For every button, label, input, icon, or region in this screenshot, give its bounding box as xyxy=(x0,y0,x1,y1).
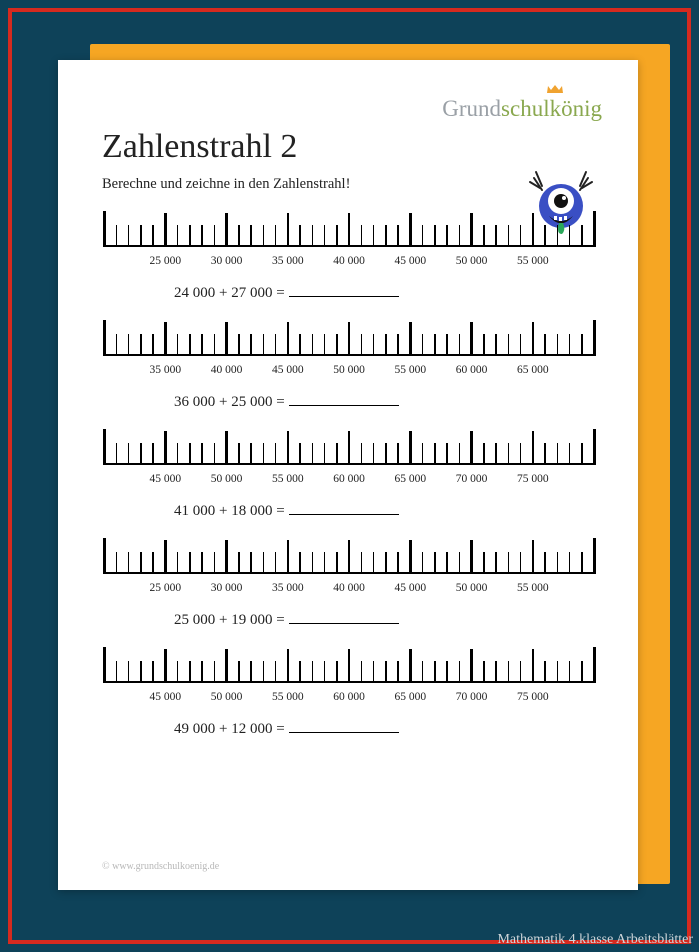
tick-label: 75 000 xyxy=(517,473,549,485)
tick-label: 55 000 xyxy=(272,473,304,485)
tick-label: 45 000 xyxy=(149,473,181,485)
tick-label: 40 000 xyxy=(333,255,365,267)
number-line-labels: 45 000 50 000 55 000 60 000 65 000 70 000 75 0… xyxy=(104,473,594,489)
exercise: 45 000 50 000 55 000 60 000 65 000 70 000 75 0… xyxy=(102,647,602,738)
worksheet-page: Grundschulkönig Zahlenstrahl 2 Berechne … xyxy=(58,60,638,890)
tick-label: 30 000 xyxy=(211,582,243,594)
number-line xyxy=(104,429,594,467)
tick-label: 45 000 xyxy=(394,255,426,267)
equation: 36 000 + 25 000 = xyxy=(174,394,602,411)
number-line xyxy=(104,538,594,576)
tick-label: 70 000 xyxy=(456,473,488,485)
tick-label: 55 000 xyxy=(517,582,549,594)
tick-label: 45 000 xyxy=(272,364,304,376)
tick-label: 50 000 xyxy=(456,582,488,594)
equation-text: 49 000 + 12 000 = xyxy=(174,721,285,737)
tick-label: 30 000 xyxy=(211,255,243,267)
answer-blank[interactable] xyxy=(289,732,399,733)
equation-text: 24 000 + 27 000 = xyxy=(174,285,285,301)
number-line-labels: 45 000 50 000 55 000 60 000 65 000 70 000 75 0… xyxy=(104,691,594,707)
image-caption: Mathematik 4.klasse Arbeitsblätter xyxy=(497,932,693,948)
tick-label: 55 000 xyxy=(394,364,426,376)
number-line-labels: 25 000 30 000 35 000 40 000 45 000 50 000 55 0… xyxy=(104,255,594,271)
logo-row: Grundschulkönig xyxy=(102,88,602,122)
logo-green: schulkönig xyxy=(501,96,602,121)
answer-blank[interactable] xyxy=(289,405,399,406)
tick-label: 50 000 xyxy=(456,255,488,267)
equation: 49 000 + 12 000 = xyxy=(174,721,602,738)
logo-grey: Grund xyxy=(442,96,501,121)
tick-label: 35 000 xyxy=(272,582,304,594)
tick-label: 25 000 xyxy=(149,255,181,267)
number-line xyxy=(104,647,594,685)
exercise: 25 000 30 000 35 000 40 000 45 000 50 000 55 0… xyxy=(102,211,602,302)
tick-label: 60 000 xyxy=(333,691,365,703)
tick-label: 60 000 xyxy=(333,473,365,485)
tick-label: 50 000 xyxy=(211,473,243,485)
tick-label: 35 000 xyxy=(272,255,304,267)
tick-label: 55 000 xyxy=(272,691,304,703)
footer-url: © www.grundschulkoenig.de xyxy=(102,861,219,872)
answer-blank[interactable] xyxy=(289,623,399,624)
exercise: 45 000 50 000 55 000 60 000 65 000 70 000 75 0… xyxy=(102,429,602,520)
exercise: 35 000 40 000 45 000 50 000 55 000 60 000 65 0… xyxy=(102,320,602,411)
tick-label: 40 000 xyxy=(333,582,365,594)
exercise: 25 000 30 000 35 000 40 000 45 000 50 000 55 0… xyxy=(102,538,602,629)
tick-label: 75 000 xyxy=(517,691,549,703)
tick-label: 40 000 xyxy=(211,364,243,376)
tick-label: 65 000 xyxy=(517,364,549,376)
crown-icon xyxy=(546,84,564,94)
equation: 24 000 + 27 000 = xyxy=(174,285,602,302)
tick-label: 35 000 xyxy=(149,364,181,376)
tick-label: 60 000 xyxy=(456,364,488,376)
tick-label: 50 000 xyxy=(211,691,243,703)
exercise-list: 25 000 30 000 35 000 40 000 45 000 50 000 55 0… xyxy=(102,211,602,738)
tick-label: 45 000 xyxy=(149,691,181,703)
equation-text: 41 000 + 18 000 = xyxy=(174,503,285,519)
tick-label: 70 000 xyxy=(456,691,488,703)
number-line xyxy=(104,211,594,249)
tick-label: 65 000 xyxy=(394,473,426,485)
page-title: Zahlenstrahl 2 xyxy=(102,128,602,166)
number-line xyxy=(104,320,594,358)
tick-label: 45 000 xyxy=(394,582,426,594)
brand-logo: Grundschulkönig xyxy=(442,88,602,122)
equation: 41 000 + 18 000 = xyxy=(174,503,602,520)
tick-label: 25 000 xyxy=(149,582,181,594)
tick-label: 50 000 xyxy=(333,364,365,376)
equation-text: 25 000 + 19 000 = xyxy=(174,612,285,628)
equation-text: 36 000 + 25 000 = xyxy=(174,394,285,410)
equation: 25 000 + 19 000 = xyxy=(174,612,602,629)
answer-blank[interactable] xyxy=(289,514,399,515)
tick-label: 55 000 xyxy=(517,255,549,267)
tick-label: 65 000 xyxy=(394,691,426,703)
number-line-labels: 35 000 40 000 45 000 50 000 55 000 60 000 65 0… xyxy=(104,364,594,380)
number-line-labels: 25 000 30 000 35 000 40 000 45 000 50 000 55 0… xyxy=(104,582,594,598)
answer-blank[interactable] xyxy=(289,296,399,297)
